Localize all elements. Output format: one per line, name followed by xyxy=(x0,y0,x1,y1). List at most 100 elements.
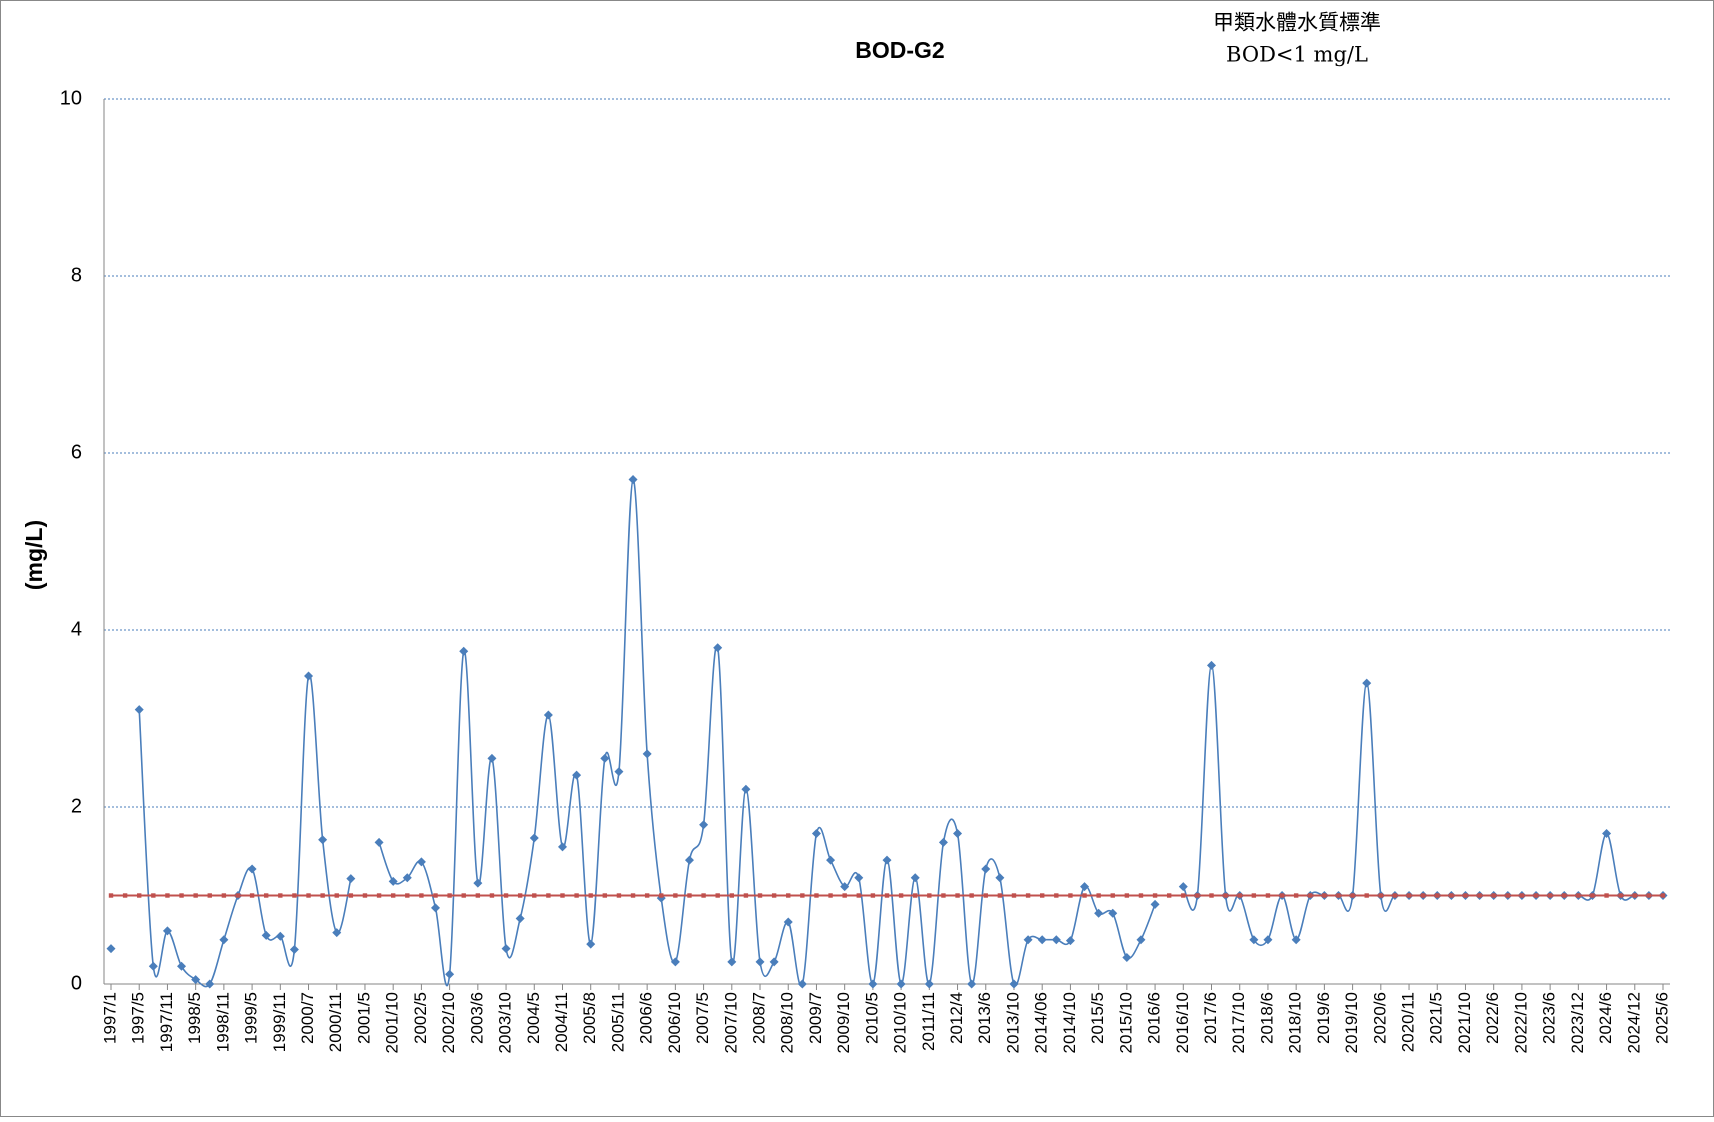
data-point xyxy=(461,893,466,898)
data-point xyxy=(261,930,271,940)
data-point xyxy=(515,914,525,924)
x-tick-label: 2005/8 xyxy=(580,992,599,1044)
x-tick-label: 2008/10 xyxy=(778,992,797,1053)
data-point xyxy=(501,944,511,954)
data-point xyxy=(1477,893,1482,898)
data-point xyxy=(757,893,763,898)
data-point xyxy=(402,873,412,883)
x-tick-label: 2010/5 xyxy=(862,992,881,1044)
x-tick-label: 2021/10 xyxy=(1455,992,1474,1053)
data-point xyxy=(1602,829,1612,839)
data-point xyxy=(913,893,918,898)
data-point xyxy=(1181,893,1186,898)
data-point xyxy=(487,753,497,763)
data-point xyxy=(289,944,299,954)
data-point xyxy=(278,893,283,898)
data-point xyxy=(713,643,723,653)
data-point xyxy=(1237,893,1242,898)
x-tick-label: 1997/5 xyxy=(129,992,148,1044)
data-point xyxy=(588,893,593,898)
x-tick-label: 1998/11 xyxy=(213,992,232,1052)
data-point xyxy=(729,893,734,898)
data-point xyxy=(1378,893,1384,898)
data-point xyxy=(1209,893,1214,898)
data-point xyxy=(1249,935,1259,945)
y-tick-label: 4 xyxy=(71,618,82,640)
data-point xyxy=(1562,893,1567,898)
data-point xyxy=(1519,893,1525,898)
data-point xyxy=(348,893,354,898)
data-point xyxy=(1009,979,1019,989)
data-point xyxy=(529,833,539,843)
data-point xyxy=(1023,935,1033,945)
data-point xyxy=(1406,893,1412,898)
data-point xyxy=(1068,893,1073,898)
data-point xyxy=(687,893,692,898)
x-tick-label: 2007/10 xyxy=(721,992,740,1053)
data-point xyxy=(1491,893,1496,898)
data-point xyxy=(1178,882,1188,892)
data-point xyxy=(445,969,455,979)
y-tick-label: 0 xyxy=(71,972,82,994)
data-point xyxy=(475,893,481,898)
data-point xyxy=(715,893,720,898)
data-point xyxy=(673,893,678,898)
data-point xyxy=(1293,893,1299,898)
data-point xyxy=(743,893,749,898)
x-tick-label: 2003/6 xyxy=(467,992,486,1044)
data-point xyxy=(967,979,977,989)
data-point xyxy=(1150,899,1160,909)
data-point xyxy=(1364,893,1369,898)
data-point xyxy=(1660,893,1666,898)
annotation: 甲類水體水質標準 xyxy=(1213,11,1381,35)
x-tick-label: 2004/5 xyxy=(524,992,543,1044)
data-point xyxy=(334,893,339,898)
data-point xyxy=(630,893,636,898)
data-point xyxy=(953,829,963,839)
data-point xyxy=(1449,893,1454,898)
x-tick-label: 2025/6 xyxy=(1652,992,1671,1044)
data-point xyxy=(586,939,596,949)
x-tick-label: 1999/5 xyxy=(242,992,261,1044)
data-point xyxy=(275,931,285,941)
data-point xyxy=(1336,893,1341,898)
x-tick-label: 2021/5 xyxy=(1427,992,1446,1044)
data-point xyxy=(433,893,438,898)
data-point xyxy=(1632,893,1637,898)
data-point xyxy=(431,903,441,913)
data-point xyxy=(134,705,144,715)
data-point xyxy=(684,855,694,865)
data-point xyxy=(574,893,579,898)
data-point xyxy=(868,979,878,989)
data-point xyxy=(292,893,297,898)
data-point xyxy=(814,893,819,898)
x-tick-label: 2001/5 xyxy=(354,992,373,1044)
data-point xyxy=(1618,893,1623,898)
data-point xyxy=(390,893,396,898)
data-point xyxy=(320,893,325,898)
data-point xyxy=(405,893,410,898)
data-point xyxy=(786,893,791,898)
data-point xyxy=(941,893,946,898)
data-point xyxy=(741,784,751,794)
data-point xyxy=(1279,893,1285,898)
data-point xyxy=(1291,935,1301,945)
data-point xyxy=(108,893,114,898)
x-tick-label: 2013/6 xyxy=(975,992,994,1044)
data-point xyxy=(459,646,469,656)
x-tick-label: 2002/10 xyxy=(439,992,458,1053)
data-point xyxy=(1251,893,1257,898)
data-point xyxy=(346,874,356,884)
x-tick-label: 2007/5 xyxy=(693,992,712,1044)
data-point xyxy=(191,975,201,985)
x-tick-label: 2009/10 xyxy=(834,992,853,1053)
data-point xyxy=(416,857,426,867)
data-point xyxy=(840,882,850,892)
x-tick-label: 2001/10 xyxy=(383,992,402,1053)
x-tick-label: 2022/10 xyxy=(1511,992,1530,1053)
data-point xyxy=(969,893,974,898)
data-point xyxy=(955,893,960,898)
data-point xyxy=(517,893,523,898)
data-point xyxy=(543,710,553,720)
data-point xyxy=(997,893,1003,898)
